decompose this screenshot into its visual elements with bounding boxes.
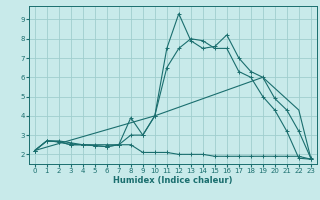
X-axis label: Humidex (Indice chaleur): Humidex (Indice chaleur) (113, 176, 233, 185)
